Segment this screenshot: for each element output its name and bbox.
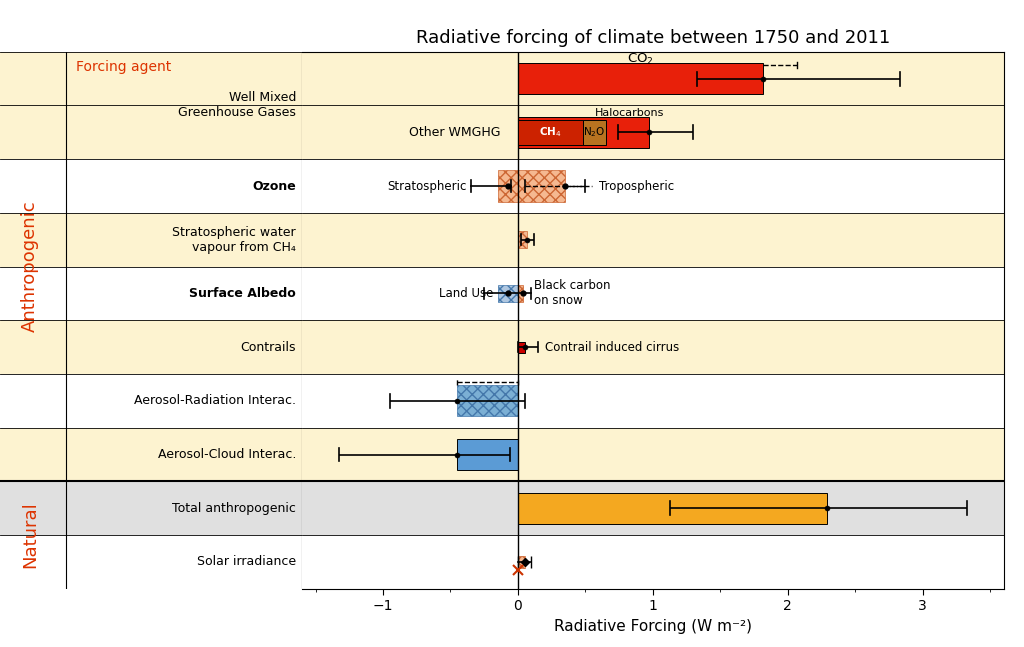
Text: Stratospheric water
vapour from CH₄: Stratospheric water vapour from CH₄ [172,226,296,254]
Bar [518,492,826,524]
Bar [302,428,1004,481]
Bar [0,213,302,267]
Text: Other WMGHG: Other WMGHG [409,126,501,139]
Text: Contrail induced cirrus: Contrail induced cirrus [545,340,679,354]
Text: CO$_2$: CO$_2$ [628,52,654,67]
Text: N$_2$O: N$_2$O [583,126,605,139]
Bar [0,105,302,159]
Text: Land Use: Land Use [439,287,494,300]
Bar [302,481,1004,535]
Text: Contrails: Contrails [241,340,296,354]
Bar [302,213,1004,267]
Text: Black carbon
on snow: Black carbon on snow [535,280,610,307]
Text: Ozone: Ozone [252,179,296,193]
Text: Natural: Natural [22,501,39,569]
Bar [0,52,302,105]
Bar [302,52,1004,105]
Text: Stratospheric: Stratospheric [387,179,467,193]
Bar [302,105,1004,159]
Text: Aerosol-Cloud Interac.: Aerosol-Cloud Interac. [158,448,296,461]
Text: Tropospheric: Tropospheric [599,179,674,193]
Text: Forcing agent: Forcing agent [76,60,171,74]
Bar [583,120,605,145]
Bar [0,374,302,428]
Bar [0,159,302,213]
Text: CH$_4$: CH$_4$ [539,126,561,139]
Text: Solar irradiance: Solar irradiance [197,555,296,569]
Text: Halocarbons: Halocarbons [595,108,665,118]
Bar [518,116,649,148]
Bar [518,63,764,94]
Bar [0,535,302,589]
Text: Aerosol-Radiation Interac.: Aerosol-Radiation Interac. [134,394,296,408]
Bar [498,170,565,202]
Bar [302,374,1004,428]
Bar [302,159,1004,213]
Bar [0,428,302,481]
Bar [302,535,1004,589]
Bar [457,439,518,470]
Bar [498,285,518,302]
Bar [0,320,302,374]
Text: Well Mixed
Greenhouse Gases: Well Mixed Greenhouse Gases [178,91,296,120]
Bar [518,231,527,248]
Text: Anthropogenic: Anthropogenic [22,201,39,333]
Bar [518,120,583,145]
Bar [302,320,1004,374]
Bar [518,342,524,353]
Bar [457,385,518,417]
X-axis label: Radiative Forcing (W m⁻²): Radiative Forcing (W m⁻²) [554,619,752,634]
Text: Surface Albedo: Surface Albedo [189,287,296,300]
Bar [518,556,524,568]
Bar [0,267,302,320]
Bar [302,267,1004,320]
Bar [518,285,523,302]
Text: Total anthropogenic: Total anthropogenic [172,501,296,515]
Title: Radiative forcing of climate between 1750 and 2011: Radiative forcing of climate between 175… [416,29,890,47]
Bar [0,481,302,535]
